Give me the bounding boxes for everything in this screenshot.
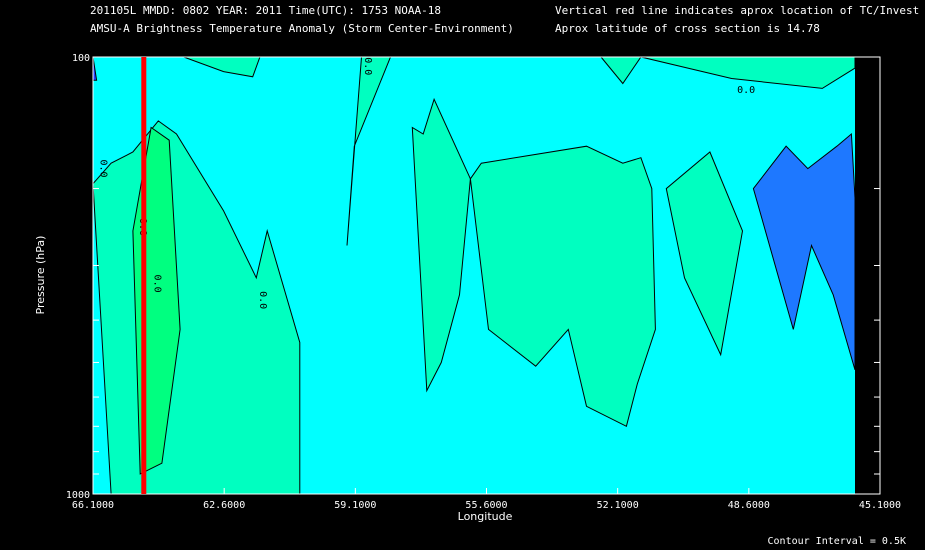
contour-value-label-3: 0.0 bbox=[362, 57, 373, 75]
contour-interval-label: Contour Interval = 0.5K bbox=[768, 536, 906, 547]
x-tick-label-3: 55.6000 bbox=[465, 500, 507, 511]
x-axis-title: Longitude bbox=[458, 510, 513, 523]
contour-region-5 bbox=[665, 151, 744, 357]
x-tick-label-4: 52.1000 bbox=[597, 500, 639, 511]
contour-value-label-1: 0.0 bbox=[152, 275, 163, 293]
x-tick-label-1: 62.6000 bbox=[203, 500, 245, 511]
y-axis-title: Pressure (hPa) bbox=[34, 236, 47, 315]
header-note: Vertical red line indicates aprox locati… bbox=[555, 4, 920, 17]
contour-value-label-5: 0.0 bbox=[737, 85, 755, 96]
contour-value-label-0: 0.0 bbox=[97, 160, 108, 178]
plot-right-margin bbox=[855, 57, 880, 494]
contour-region-4 bbox=[469, 145, 656, 428]
contour-value-label-2: 0.0 bbox=[257, 291, 268, 309]
header-latitude: Aprox latitude of cross section is 14.78 bbox=[555, 22, 820, 35]
x-tick-label-2: 59.1000 bbox=[334, 500, 376, 511]
y-tick-label-0: 100 bbox=[72, 53, 90, 64]
x-tick-label-0: 66.1000 bbox=[72, 500, 114, 511]
x-tick-label-5: 48.6000 bbox=[728, 500, 770, 511]
contour-region-3 bbox=[411, 97, 471, 393]
header-title: 201105L MMDD: 0802 YEAR: 2011 Time(UTC):… bbox=[90, 4, 441, 17]
x-tick-label-6: 45.1000 bbox=[859, 500, 901, 511]
header-subtitle: AMSU-A Brightness Temperature Anomaly (S… bbox=[90, 22, 514, 35]
y-tick-label-1: 1000 bbox=[66, 490, 90, 501]
